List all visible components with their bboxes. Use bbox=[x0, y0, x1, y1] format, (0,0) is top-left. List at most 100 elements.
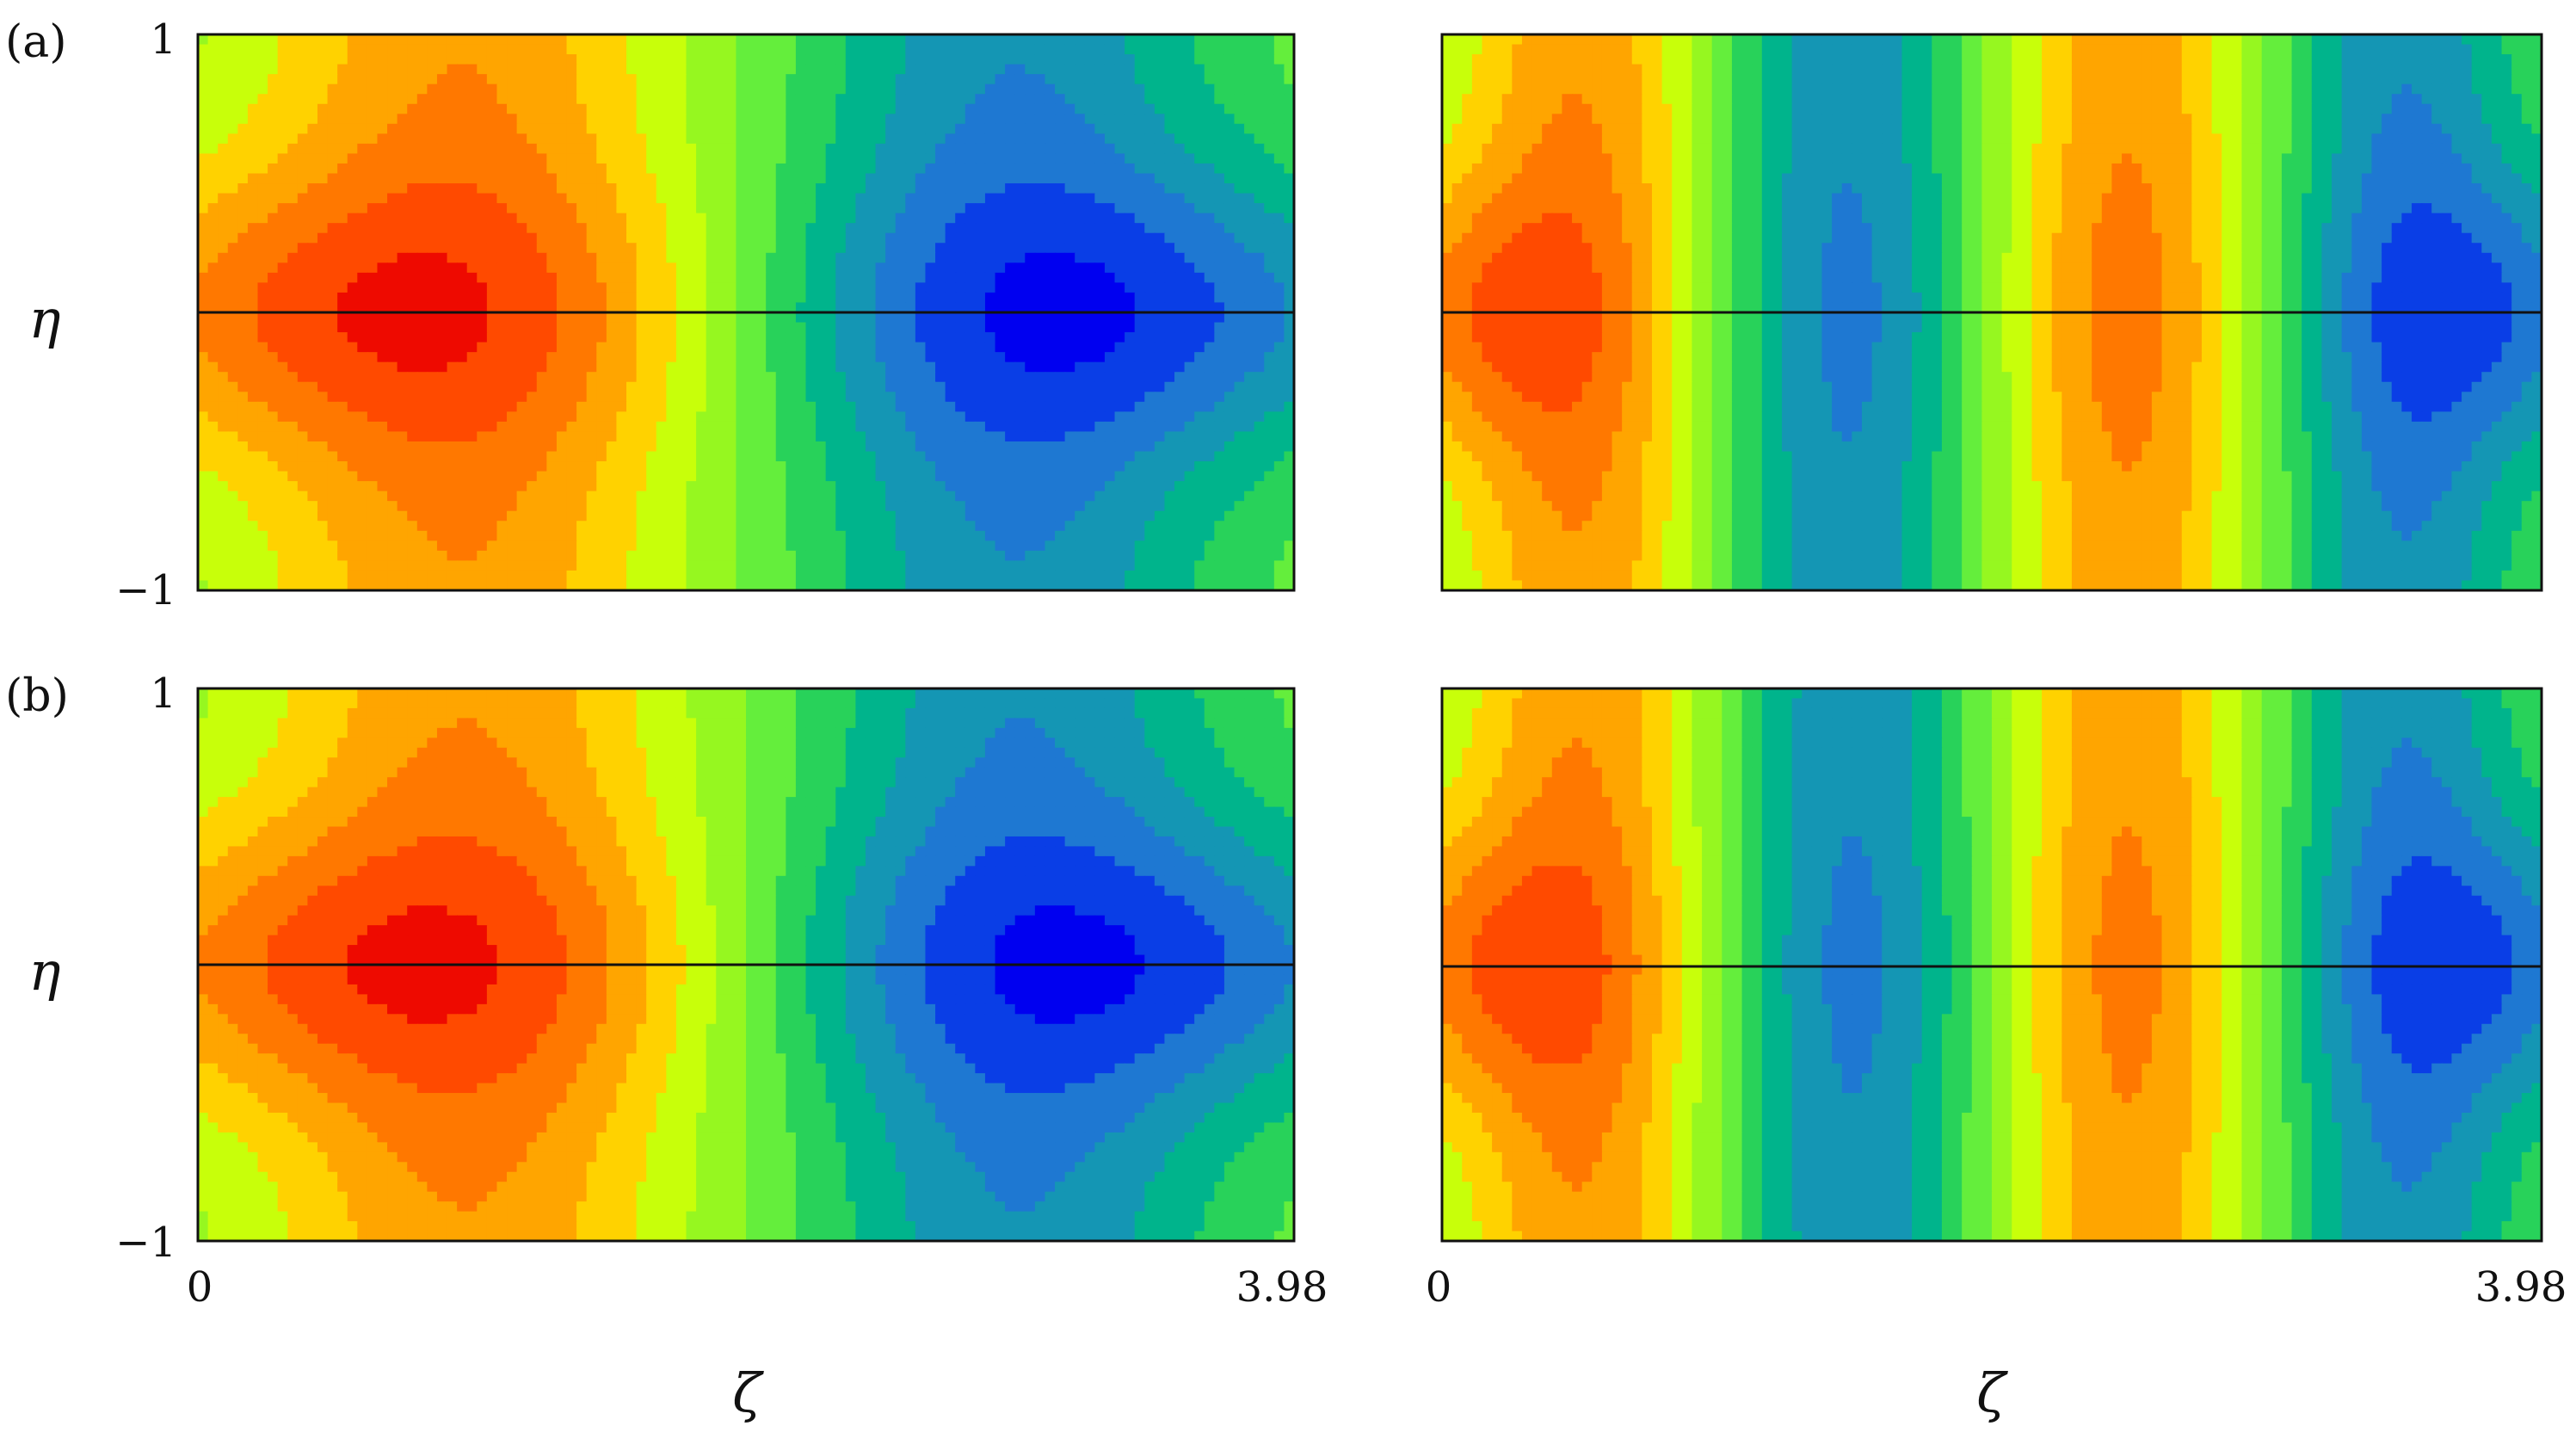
heat-cell bbox=[536, 153, 548, 164]
heat-cell bbox=[925, 54, 936, 65]
heat-cell bbox=[1034, 401, 1046, 413]
heat-cell bbox=[227, 292, 239, 304]
heat-cell bbox=[1244, 431, 1255, 442]
heat-cell bbox=[307, 163, 318, 175]
heat-cell bbox=[1084, 54, 1096, 65]
heat-cell bbox=[1214, 252, 1225, 264]
heat-cell bbox=[1273, 232, 1285, 244]
heat-cell bbox=[227, 411, 239, 423]
heat-cell bbox=[1094, 143, 1106, 155]
heat-cell bbox=[477, 332, 488, 343]
heat-cell bbox=[1273, 153, 1285, 164]
heat-cell bbox=[307, 431, 318, 442]
heat-cell bbox=[736, 34, 747, 46]
heat-cell bbox=[975, 332, 986, 343]
heat-cell bbox=[865, 262, 877, 274]
heat-cell bbox=[845, 411, 857, 423]
heat-cell bbox=[786, 173, 797, 184]
heat-cell bbox=[237, 292, 249, 304]
heat-cell bbox=[666, 392, 677, 403]
heat-cell bbox=[984, 411, 996, 423]
heat-cell bbox=[775, 74, 787, 85]
heat-cell bbox=[875, 431, 886, 442]
heat-cell bbox=[447, 153, 458, 164]
heat-cell bbox=[447, 361, 458, 373]
heat-cell bbox=[696, 133, 707, 145]
heat-cell bbox=[795, 94, 807, 105]
heat-cell bbox=[257, 232, 268, 244]
heat-cell bbox=[755, 74, 767, 85]
heat-cell bbox=[875, 232, 886, 244]
heat-cell bbox=[766, 203, 777, 214]
heat-cell bbox=[227, 173, 239, 184]
heat-cell bbox=[845, 153, 857, 164]
heat-cell bbox=[307, 153, 318, 164]
heat-cell bbox=[576, 114, 588, 125]
heat-cell bbox=[1025, 381, 1036, 393]
heat-cell bbox=[1064, 352, 1075, 363]
heat-cell bbox=[746, 411, 757, 423]
heat-cell bbox=[1223, 94, 1236, 105]
heat-cell bbox=[287, 292, 299, 304]
heat-cell bbox=[327, 322, 338, 333]
heat-cell bbox=[297, 372, 309, 383]
heat-cell bbox=[895, 411, 907, 423]
heat-cell bbox=[496, 44, 508, 55]
heat-cell bbox=[237, 173, 249, 184]
heat-cell bbox=[995, 213, 1006, 224]
heat-cell bbox=[1014, 34, 1026, 46]
heat-cell bbox=[984, 381, 996, 393]
heat-cell bbox=[1084, 94, 1096, 105]
heat-cell bbox=[755, 272, 767, 284]
heat-cell bbox=[915, 103, 927, 115]
heat-cell bbox=[337, 203, 348, 214]
heat-cell bbox=[466, 471, 478, 482]
heat-cell bbox=[367, 461, 379, 472]
heat-cell bbox=[596, 133, 607, 145]
heat-cell bbox=[1064, 471, 1075, 482]
heat-cell bbox=[964, 421, 977, 433]
heat-cell bbox=[516, 232, 527, 244]
heat-cell bbox=[207, 34, 219, 46]
heat-cell bbox=[975, 143, 986, 155]
heat-cell bbox=[307, 123, 318, 135]
heat-cell bbox=[447, 342, 458, 353]
heat-cell bbox=[407, 114, 418, 125]
heat-cell bbox=[477, 153, 488, 164]
heat-cell bbox=[1045, 411, 1056, 423]
heat-cell bbox=[397, 262, 409, 274]
heat-cell bbox=[516, 114, 527, 125]
heat-cell bbox=[1114, 421, 1125, 433]
heat-cell bbox=[895, 461, 907, 472]
heat-cell bbox=[377, 312, 388, 324]
heat-cell bbox=[606, 203, 618, 214]
heat-cell bbox=[964, 282, 977, 293]
heat-cell bbox=[1134, 203, 1146, 214]
heat-cell bbox=[706, 431, 718, 442]
heat-cell bbox=[1125, 232, 1136, 244]
heat-cell bbox=[477, 441, 488, 453]
heat-cell bbox=[596, 451, 607, 462]
heat-cell bbox=[1273, 411, 1285, 423]
heat-cell bbox=[447, 74, 458, 85]
heat-cell bbox=[656, 392, 668, 403]
heat-cell bbox=[1114, 213, 1125, 224]
heat-cell bbox=[1254, 213, 1266, 224]
heat-cell bbox=[975, 392, 986, 403]
heat-cell bbox=[1194, 302, 1205, 313]
heat-cell bbox=[1184, 441, 1195, 453]
heat-cell bbox=[775, 302, 787, 313]
heat-cell bbox=[795, 34, 807, 46]
heat-cell bbox=[337, 183, 348, 194]
heat-cell bbox=[307, 441, 318, 453]
heat-cell bbox=[268, 203, 279, 214]
heat-cell bbox=[317, 153, 329, 164]
heat-cell bbox=[725, 223, 737, 234]
heat-cell bbox=[905, 34, 916, 46]
heat-cell bbox=[995, 223, 1006, 234]
heat-cell bbox=[277, 44, 289, 55]
heat-cell bbox=[816, 252, 827, 264]
heat-cell bbox=[666, 83, 677, 96]
heat-cell bbox=[975, 203, 986, 214]
heat-cell bbox=[775, 411, 787, 423]
